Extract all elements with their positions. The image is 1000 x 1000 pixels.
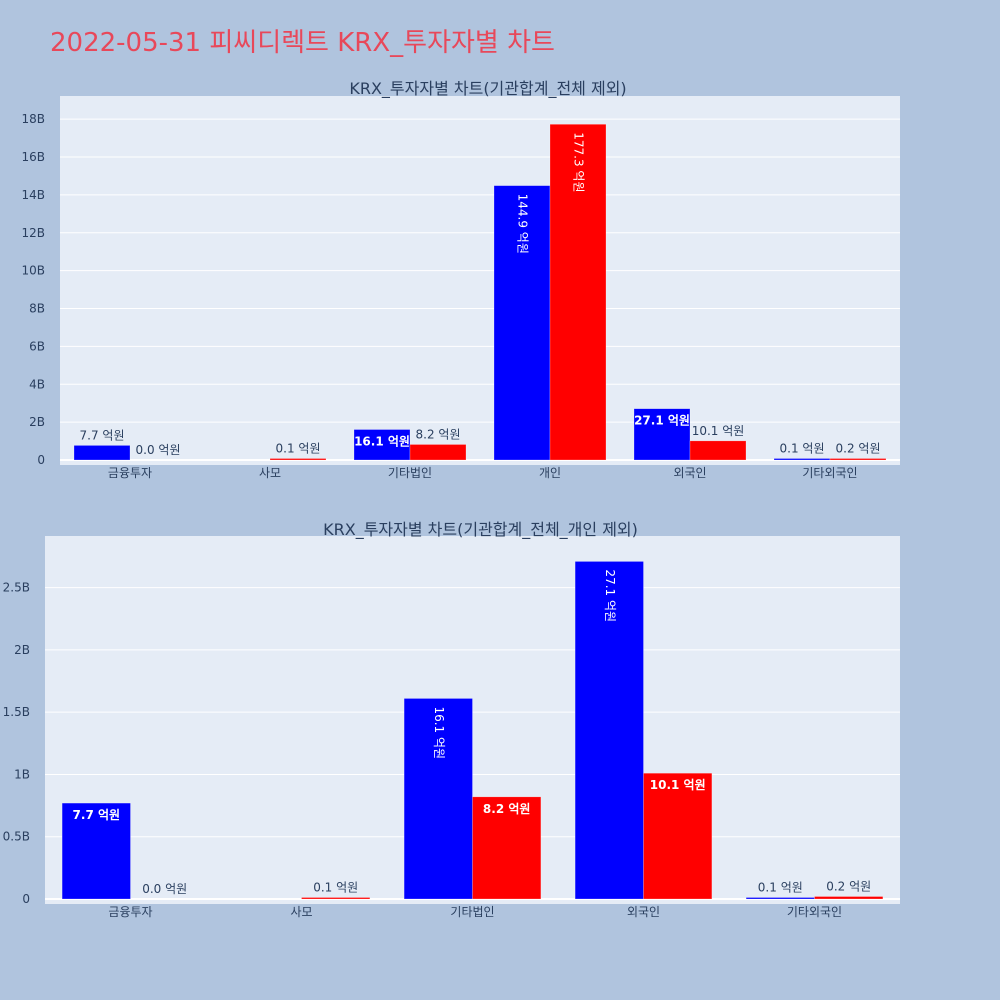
chart-title: KRX_투자자별 차트(기관합계_전체 제외) bbox=[349, 79, 626, 99]
x-tick-label: 기타외국인 bbox=[802, 466, 857, 480]
data-label: 0.1 억원 bbox=[780, 442, 825, 456]
x-tick-label: 기타법인 bbox=[388, 466, 432, 480]
bar-buy bbox=[61, 802, 131, 900]
bar-buy bbox=[633, 408, 691, 461]
page-title: 2022-05-31 피씨디렉트 KRX_투자자별 차트 bbox=[50, 28, 555, 58]
y-tick-label: 2.5B bbox=[3, 581, 30, 595]
bar-sell bbox=[409, 444, 467, 461]
bar-sell bbox=[814, 896, 884, 900]
data-label: 27.1 억원 bbox=[603, 569, 617, 622]
y-tick-label: 0.5B bbox=[3, 830, 30, 844]
y-tick-label: 14B bbox=[21, 188, 45, 202]
bar-sell bbox=[549, 124, 607, 461]
y-tick-label: 8B bbox=[29, 302, 45, 316]
bar-sell bbox=[643, 772, 713, 900]
data-label: 8.2 억원 bbox=[483, 802, 531, 816]
data-label: 7.7 억원 bbox=[80, 428, 125, 442]
y-tick-label: 10B bbox=[21, 264, 45, 278]
chart-1: 0 2B 4B 6B 8B 10B 12B 14B 16B 18B KRX_투자자별 차트(기관합계… bbox=[21, 79, 900, 480]
data-label: 0.0 억원 bbox=[136, 443, 181, 457]
y-tick-label: 2B bbox=[29, 415, 45, 429]
bar-buy bbox=[73, 445, 131, 461]
x-tick-label: 사모 bbox=[290, 905, 312, 919]
bar-sell bbox=[269, 458, 327, 461]
x-tick-label: 사모 bbox=[259, 466, 281, 480]
data-label: 0.2 억원 bbox=[826, 880, 871, 894]
data-label: 0.1 억원 bbox=[758, 881, 803, 895]
y-tick-label: 12B bbox=[21, 226, 45, 240]
x-tick-label: 금융투자 bbox=[108, 466, 152, 480]
bar-buy bbox=[574, 561, 644, 900]
data-label: 10.1 억원 bbox=[692, 424, 745, 438]
bar-buy bbox=[745, 897, 815, 900]
data-label: 144.9 억원 bbox=[516, 194, 530, 254]
y-tick-label: 1.5B bbox=[3, 705, 30, 719]
x-tick-label: 기타법인 bbox=[450, 905, 494, 919]
bar-sell bbox=[472, 796, 542, 900]
y-tick-label: 0 bbox=[37, 453, 45, 467]
data-label: 7.7 억원 bbox=[73, 808, 121, 822]
x-tick-label: 외국인 bbox=[627, 905, 660, 919]
data-label: 177.3 억원 bbox=[572, 132, 586, 192]
y-tick-label: 2B bbox=[14, 643, 30, 657]
data-label: 0.1 억원 bbox=[276, 442, 321, 456]
plot-area bbox=[60, 96, 900, 465]
x-tick-label: 기타외국인 bbox=[787, 905, 842, 919]
x-tick-label: 개인 bbox=[539, 466, 561, 480]
bar-buy bbox=[403, 698, 473, 900]
y-tick-label: 4B bbox=[29, 377, 45, 391]
data-label: 8.2 억원 bbox=[416, 427, 461, 441]
data-label: 0.2 억원 bbox=[836, 442, 881, 456]
bar-sell bbox=[829, 458, 887, 461]
chart-2: 0 0.5B 1B 1.5B 2B 2.5B KRX_투자자별 차트(기관합계_전체_개인 … bbox=[3, 520, 900, 919]
bar-buy bbox=[773, 458, 831, 461]
data-label: 10.1 억원 bbox=[650, 778, 706, 792]
data-label: 16.1 억원 bbox=[354, 435, 410, 449]
data-label: 27.1 억원 bbox=[634, 414, 690, 428]
bar-buy bbox=[493, 185, 551, 461]
y-tick-label: 6B bbox=[29, 339, 45, 353]
data-label: 16.1 억원 bbox=[432, 706, 446, 759]
bar-buy bbox=[353, 429, 411, 461]
chart-title: KRX_투자자별 차트(기관합계_전체_개인 제외) bbox=[323, 520, 638, 540]
x-tick-label: 외국인 bbox=[673, 466, 706, 480]
bar-sell bbox=[301, 897, 371, 900]
y-tick-label: 0 bbox=[22, 892, 30, 906]
bar-sell bbox=[689, 440, 747, 461]
data-label: 0.0 억원 bbox=[142, 882, 187, 896]
y-tick-label: 16B bbox=[21, 150, 45, 164]
y-tick-label: 1B bbox=[14, 767, 30, 781]
data-label: 0.1 억원 bbox=[313, 881, 358, 895]
x-tick-label: 금융투자 bbox=[108, 905, 152, 919]
y-tick-label: 18B bbox=[21, 112, 45, 126]
